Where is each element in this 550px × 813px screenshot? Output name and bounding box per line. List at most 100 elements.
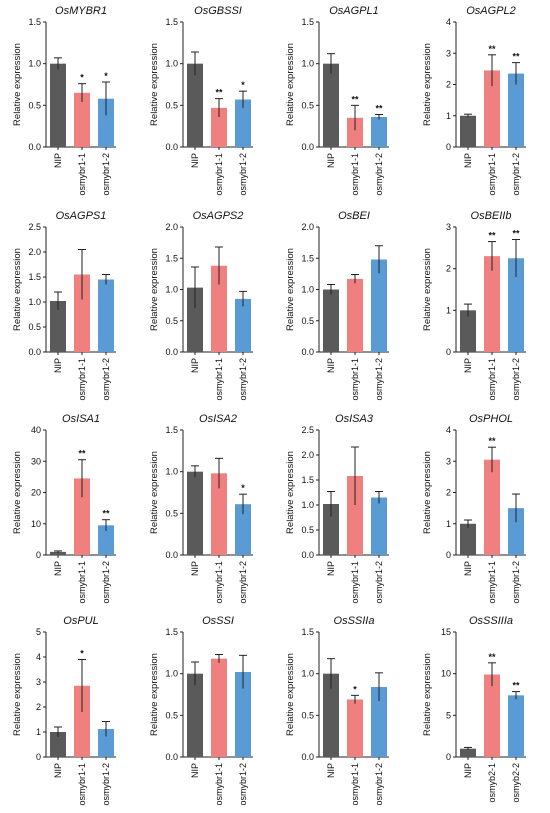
y-tick-label: 20	[31, 488, 41, 498]
category-label: osmybr1-1	[214, 358, 224, 401]
y-tick-label: 0.5	[165, 100, 178, 110]
y-tick-label: 0.5	[28, 100, 41, 110]
bar	[50, 732, 66, 757]
significance-label: *	[80, 73, 84, 83]
category-label: osmybr1-1	[487, 153, 497, 196]
category-label: osmybr1-1	[77, 763, 87, 806]
bar	[323, 673, 339, 757]
y-tick-label: 1.0	[165, 467, 178, 477]
significance-label: *	[241, 80, 245, 90]
category-label: osmybr1-1	[214, 153, 224, 196]
chart-panel: OsISA2 Relative expression 0.0 0.5 1.0 1.5 NIP…	[149, 413, 253, 604]
bar	[323, 504, 339, 555]
y-tick-label: 1.5	[165, 17, 178, 27]
y-tick-label: 1.0	[28, 59, 41, 69]
y-axis-label: Relative expression	[12, 248, 23, 331]
chart-panel: OsAGPS2 Relative expression 0.0 0.5 1.0 1.5 2.…	[149, 210, 253, 401]
y-tick-label: 0.5	[301, 525, 314, 535]
chart-title: OsAGPS2	[193, 210, 244, 222]
y-axis-label: Relative expression	[285, 653, 296, 736]
chart-panel: OsAGPL1 Relative expression 0.0 0.5 1.0 1.5 NI…	[285, 5, 389, 196]
category-label: osmyb2-2	[511, 763, 521, 803]
category-label: NIP	[463, 153, 473, 168]
chart-panel: OsMYBR1 Relative expression 0.0 0.5 1.0 1.5 NI…	[12, 5, 116, 196]
y-tick-label: 0	[36, 752, 41, 762]
bar	[98, 98, 114, 147]
chart-title: OsSSI	[202, 615, 234, 627]
bar	[187, 471, 203, 555]
significance-label: *	[353, 684, 357, 694]
bar	[98, 279, 114, 352]
y-tick-label: 1	[36, 727, 41, 737]
bar	[347, 278, 363, 352]
category-label: osmybr1-1	[487, 358, 497, 401]
significance-label: **	[215, 88, 223, 98]
chart-panel: OsAGPL2 Relative expression 0 1 2 3 4 NIP ** osmy…	[422, 5, 526, 196]
bar	[74, 478, 90, 555]
chart-title: OsSSIIIa	[469, 615, 513, 627]
bar	[484, 256, 500, 352]
y-tick-label: 1.5	[301, 17, 314, 27]
y-tick-label: 0.0	[28, 142, 41, 152]
bar	[211, 658, 227, 757]
bar	[323, 63, 339, 147]
y-tick-label: 1.5	[301, 475, 314, 485]
significance-label: **	[512, 229, 520, 239]
y-tick-label: 1.0	[301, 500, 314, 510]
y-axis-label: Relative expression	[285, 451, 296, 534]
y-tick-label: 4	[446, 425, 451, 435]
bar	[347, 699, 363, 757]
significance-label: **	[512, 681, 520, 691]
y-tick-label: 2.0	[165, 222, 178, 232]
bar	[484, 70, 500, 147]
y-axis-label: Relative expression	[285, 248, 296, 331]
category-label: NIP	[326, 763, 336, 778]
category-label: osmybr1-1	[214, 763, 224, 806]
y-tick-label: 10	[31, 519, 41, 529]
category-label: NIP	[53, 763, 63, 778]
y-tick-label: 1.5	[28, 17, 41, 27]
y-axis-label: Relative expression	[149, 248, 160, 331]
bar	[460, 115, 476, 147]
y-tick-label: 0.0	[301, 142, 314, 152]
y-tick-label: 0.5	[165, 508, 178, 518]
significance-label: *	[104, 71, 108, 81]
bar	[508, 258, 524, 352]
category-label: osmybr1-2	[374, 358, 384, 401]
category-label: NIP	[53, 358, 63, 373]
y-tick-label: 40	[31, 425, 41, 435]
chart-title: OsAGPL2	[466, 5, 516, 17]
category-label: NIP	[326, 153, 336, 168]
chart-title: OsBEI	[338, 210, 370, 222]
category-label: osmybr1-1	[214, 561, 224, 604]
bar	[187, 63, 203, 147]
y-tick-label: 0.0	[165, 550, 178, 560]
y-axis-label: Relative expression	[149, 653, 160, 736]
significance-label: **	[78, 449, 86, 459]
chart-panel: OsISA1 Relative expression 0 10 20 30 40 NIP ** o…	[12, 413, 116, 604]
significance-label: **	[102, 509, 110, 519]
y-tick-label: 10	[441, 669, 451, 679]
category-label: osmybr1-2	[511, 561, 521, 604]
y-tick-label: 3	[446, 456, 451, 466]
y-axis-label: Relative expression	[149, 451, 160, 534]
category-label: NIP	[53, 561, 63, 576]
y-tick-label: 2.0	[301, 222, 314, 232]
bar	[484, 674, 500, 757]
y-tick-label: 0.0	[165, 347, 178, 357]
y-tick-label: 0	[36, 550, 41, 560]
category-label: osmybr1-2	[238, 153, 248, 196]
category-label: osmybr1-2	[101, 763, 111, 806]
category-label: osmybr1-1	[487, 561, 497, 604]
y-axis-label: Relative expression	[422, 451, 433, 534]
y-axis-label: Relative expression	[422, 248, 433, 331]
bar	[371, 687, 387, 757]
y-tick-label: 2	[446, 80, 451, 90]
y-tick-label: 2.0	[28, 247, 41, 257]
y-tick-label: 4	[36, 652, 41, 662]
chart-panel: OsGBSSI Relative expression 0.0 0.5 1.0 1.5 NI…	[149, 5, 253, 196]
category-label: osmybr1-2	[374, 561, 384, 604]
y-axis-label: Relative expression	[12, 451, 23, 534]
y-tick-label: 0.5	[28, 322, 41, 332]
